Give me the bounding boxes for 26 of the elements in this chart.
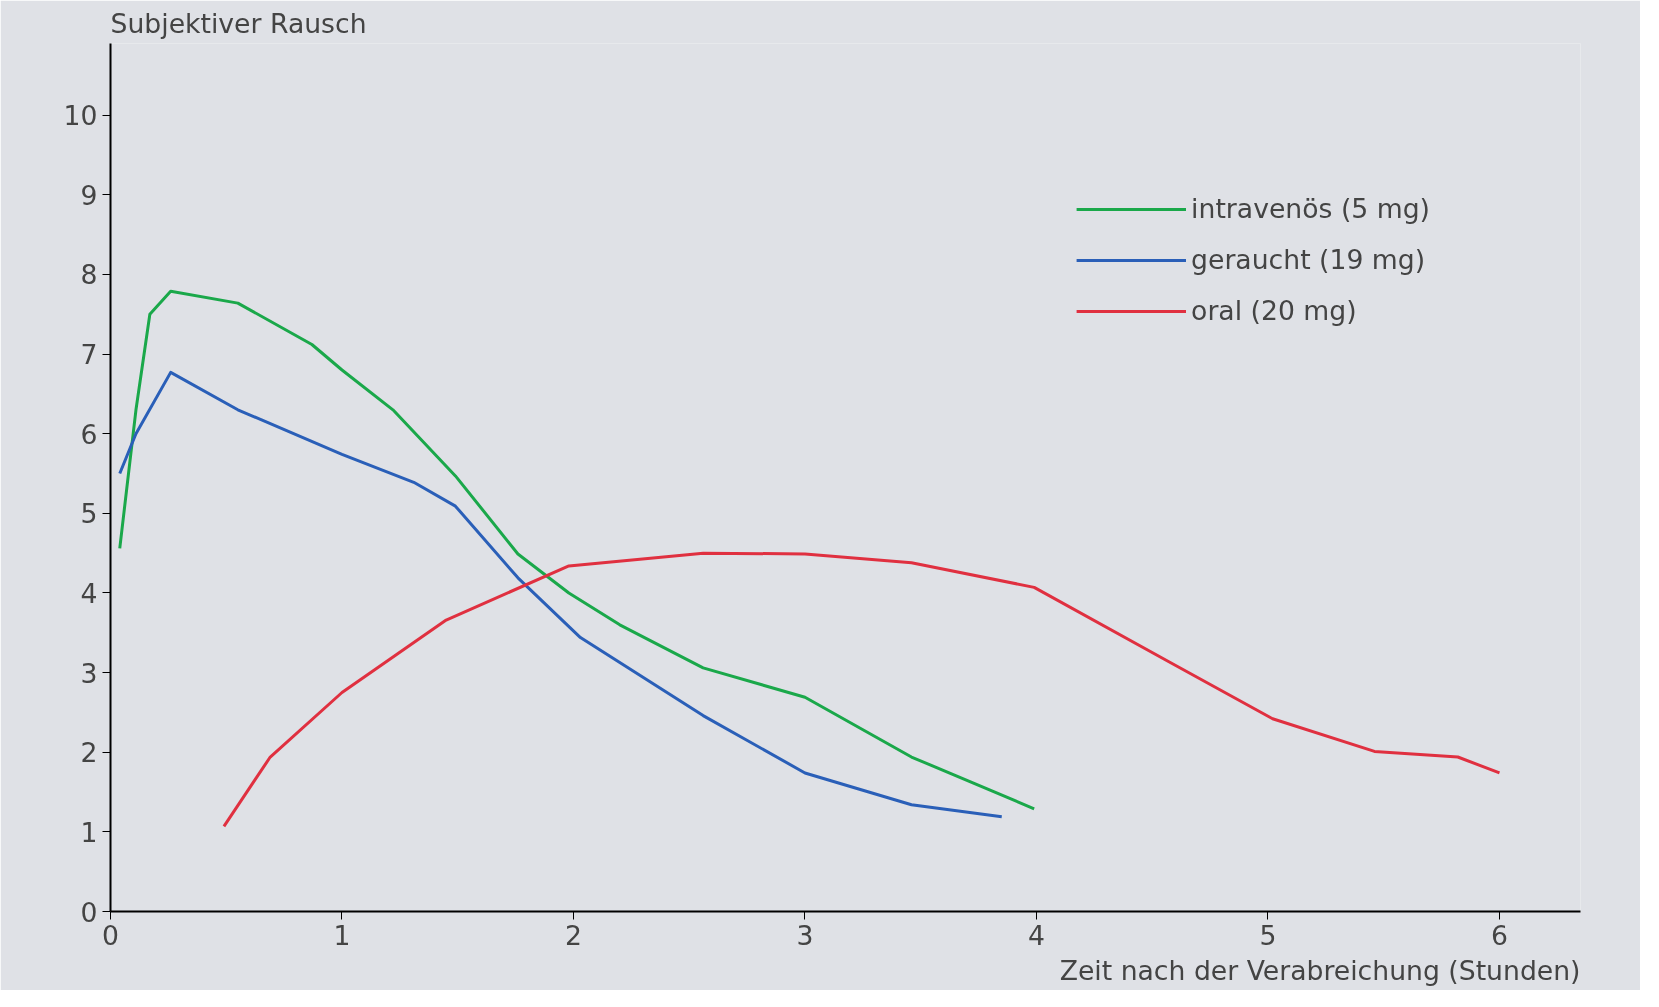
x-axis-title: Zeit nach der Verabreichung (Stunden) xyxy=(1059,954,1581,986)
x-tick-label: 4 xyxy=(1028,919,1045,951)
y-tick-label: 7 xyxy=(80,339,98,371)
x-tick-label: 5 xyxy=(1259,919,1277,951)
x-tick-label: 2 xyxy=(565,919,582,951)
y-tick-label: 1 xyxy=(80,816,98,848)
y-tick-label: 3 xyxy=(80,657,98,689)
line-series xyxy=(118,289,1036,811)
x-tick-label: 1 xyxy=(333,919,351,951)
line-series xyxy=(222,551,1501,828)
y-axis-title: Subjektiver Rausch xyxy=(110,7,367,39)
legend-label: oral (20 mg) xyxy=(1191,295,1357,326)
y-tick-label: 8 xyxy=(80,259,98,291)
y-tick-label: 2 xyxy=(80,737,98,769)
legend-label: geraucht (19 mg) xyxy=(1191,244,1426,275)
line-series xyxy=(118,370,1004,819)
y-tick-label: 5 xyxy=(80,498,98,530)
legend-label: intravenös (5 mg) xyxy=(1191,193,1430,224)
x-tick-label: 3 xyxy=(796,919,814,951)
y-tick-label: 10 xyxy=(63,100,98,132)
y-tick-label: 6 xyxy=(80,418,98,450)
x-tick-label: 6 xyxy=(1491,919,1508,951)
y-tick-label: 4 xyxy=(80,577,98,609)
y-tick-label: 0 xyxy=(80,896,98,928)
x-tick-label: 0 xyxy=(102,919,119,951)
y-tick-label: 9 xyxy=(80,179,98,211)
